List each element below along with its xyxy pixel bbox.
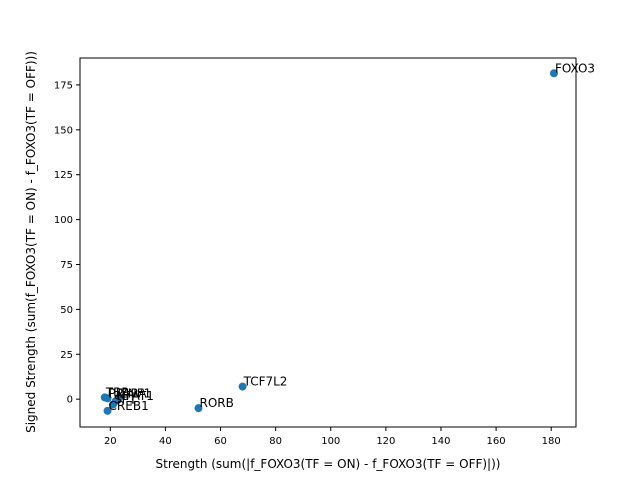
y-tick-label: 150	[54, 125, 73, 136]
point-label: RORB	[199, 396, 233, 410]
point-label: FOXO3	[555, 61, 595, 75]
data-point	[194, 404, 203, 413]
point-label: CREB1	[109, 399, 149, 413]
y-tick-label: 75	[60, 260, 73, 271]
point-label: SP1	[114, 393, 137, 407]
x-tick-label: 60	[214, 436, 227, 447]
x-axis: 20 40 60 80 100 120 140 160 180	[104, 427, 561, 447]
x-tick-label: 120	[376, 436, 395, 447]
x-tick-label: 20	[104, 436, 117, 447]
x-tick-label: 180	[542, 436, 561, 447]
data-point	[103, 394, 112, 403]
point-label: NFAT1	[117, 389, 154, 403]
x-tick-label: 160	[487, 436, 506, 447]
y-axis: 0 25 50 75 100 125 150 175	[54, 80, 80, 406]
point-label: ZNF1	[120, 387, 152, 401]
y-tick-label: 175	[54, 80, 73, 91]
x-axis-label: Strength (sum(|f_FOXO3(TF = ON) - f_FOXO…	[156, 457, 501, 471]
y-tick-label: 100	[54, 215, 73, 226]
x-tick-label: 40	[159, 436, 172, 447]
data-point	[103, 406, 112, 415]
points-layer	[100, 69, 558, 415]
plot-frame	[79, 57, 577, 428]
data-point	[109, 400, 118, 409]
point-label: PPARA	[109, 386, 148, 400]
point-label: TCF7L2	[243, 375, 288, 389]
y-axis-label: Signed Strength (sum(f_FOXO3(TF = ON) - …	[24, 51, 38, 433]
y-tick-label: 25	[60, 350, 73, 361]
x-tick-label: 80	[269, 436, 282, 447]
x-tick-label: 140	[431, 436, 450, 447]
data-point	[549, 69, 558, 78]
point-label: TBP	[105, 385, 129, 399]
y-tick-label: 125	[54, 170, 73, 181]
data-point	[238, 382, 247, 391]
y-tick-label: 50	[60, 305, 73, 316]
x-tick-label: 100	[321, 436, 340, 447]
y-tick-label: 0	[67, 395, 73, 406]
